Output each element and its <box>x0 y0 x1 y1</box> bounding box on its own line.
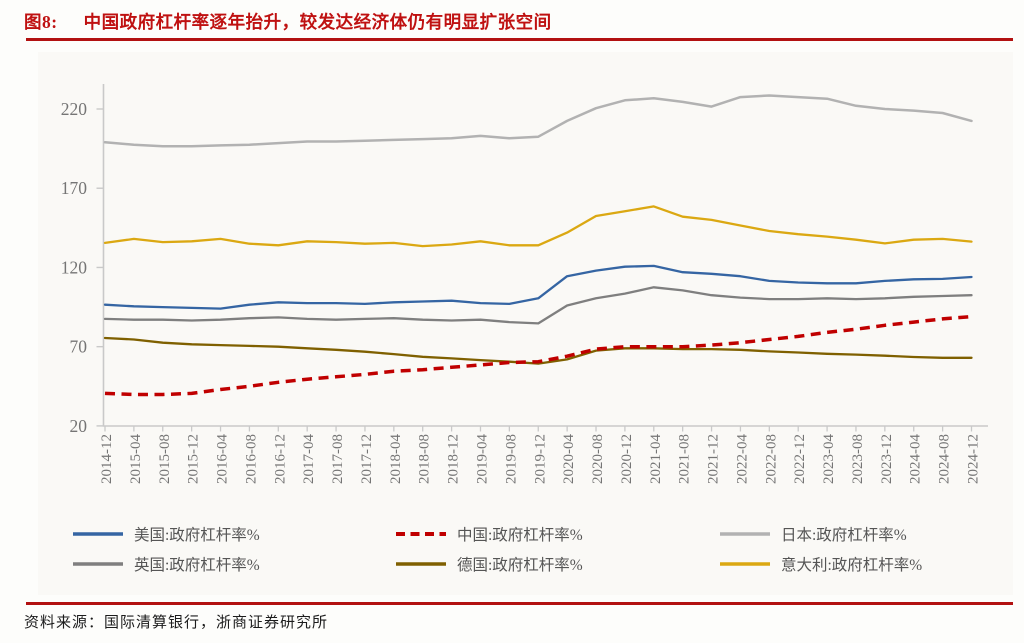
series-line-germany <box>103 336 973 365</box>
x-tick-label: 2015-08 <box>157 434 173 484</box>
figure-number-label: 图8: <box>24 12 58 32</box>
legend-item-uk: 英国:政府杠杆率% <box>73 553 260 575</box>
x-tick-label: 2024-08 <box>937 434 953 484</box>
x-tick-label: 2020-08 <box>590 434 606 484</box>
x-tick-label: 2017-12 <box>359 434 375 484</box>
x-tick-label: 2017-04 <box>301 434 317 484</box>
legend-label-us: 美国:政府杠杆率% <box>134 527 260 544</box>
series-line-italy <box>103 205 973 248</box>
series-line-china <box>104 314 972 397</box>
legend-item-us: 美国:政府杠杆率% <box>73 523 260 545</box>
x-tick-label: 2020-12 <box>619 434 635 484</box>
x-tick-label: 2014-12 <box>99 434 115 484</box>
x-tick-label: 2019-08 <box>503 434 519 484</box>
x-tick-label: 2019-04 <box>474 434 490 484</box>
x-tick-label: 2018-04 <box>388 434 404 484</box>
legend-label-italy: 意大利:政府杠杆率% <box>781 557 923 574</box>
series-line-japan <box>103 94 973 148</box>
series-line-us <box>103 264 973 310</box>
series-line-uk <box>103 286 973 325</box>
x-tick-label: 2019-12 <box>532 434 548 484</box>
y-tick-label: 20 <box>70 416 88 436</box>
x-tick-label: 2024-12 <box>966 434 982 484</box>
x-tick-label: 2023-12 <box>879 434 895 484</box>
legend-swatch-uk <box>73 562 123 566</box>
legend-swatch-germany <box>396 562 446 566</box>
y-tick-label: 220 <box>61 99 88 119</box>
x-tick-label: 2020-04 <box>561 434 577 484</box>
x-tick-label: 2016-04 <box>215 434 231 484</box>
legend-swatch-italy <box>720 562 770 566</box>
legend-label-germany: 德国:政府杠杆率% <box>457 557 583 574</box>
legend-label-uk: 英国:政府杠杆率% <box>134 557 260 574</box>
legend-item-italy: 意大利:政府杠杆率% <box>720 553 922 575</box>
figure-title-text: 中国政府杠杆率逐年抬升，较发达经济体仍有明显扩张空间 <box>83 12 552 32</box>
legend-swatch-china <box>396 532 446 536</box>
legend-item-germany: 德国:政府杠杆率% <box>396 553 583 575</box>
y-tick-label: 120 <box>61 257 88 277</box>
x-tick-label: 2018-12 <box>446 434 462 484</box>
y-tick-label: 70 <box>70 337 88 357</box>
legend-swatch-us <box>73 532 123 536</box>
legend-item-japan: 日本:政府杠杆率% <box>720 523 907 545</box>
legend-swatch-japan <box>720 532 770 536</box>
x-tick-label: 2022-12 <box>792 434 808 484</box>
y-tick-label: 170 <box>61 178 88 198</box>
x-tick-label: 2023-04 <box>821 434 837 484</box>
source-note: 资料来源：国际清算银行，浙商证券研究所 <box>24 615 329 631</box>
x-tick-label: 2021-04 <box>648 434 664 484</box>
legend-label-japan: 日本:政府杠杆率% <box>781 527 907 544</box>
x-tick-label: 2016-12 <box>272 434 288 484</box>
legend-label-china: 中国:政府杠杆率% <box>457 527 583 544</box>
footer-divider-line <box>26 602 1013 605</box>
title-divider-line <box>26 38 1013 41</box>
x-tick-label: 2017-08 <box>330 434 346 484</box>
x-tick-label: 2021-08 <box>677 434 693 484</box>
x-tick-label: 2015-04 <box>128 434 144 484</box>
x-tick-label: 2016-08 <box>243 434 259 484</box>
legend-item-china: 中国:政府杠杆率% <box>396 523 583 545</box>
x-tick-label: 2024-04 <box>908 434 924 484</box>
x-tick-label: 2022-08 <box>763 434 779 484</box>
figure-title: 图8: 中国政府杠杆率逐年抬升，较发达经济体仍有明显扩张空间 <box>24 9 552 34</box>
x-tick-label: 2015-12 <box>186 434 202 484</box>
x-tick-label: 2022-04 <box>734 434 750 484</box>
x-tick-label: 2023-08 <box>850 434 866 484</box>
x-tick-label: 2018-08 <box>417 434 433 484</box>
x-tick-label: 2021-12 <box>706 434 722 484</box>
